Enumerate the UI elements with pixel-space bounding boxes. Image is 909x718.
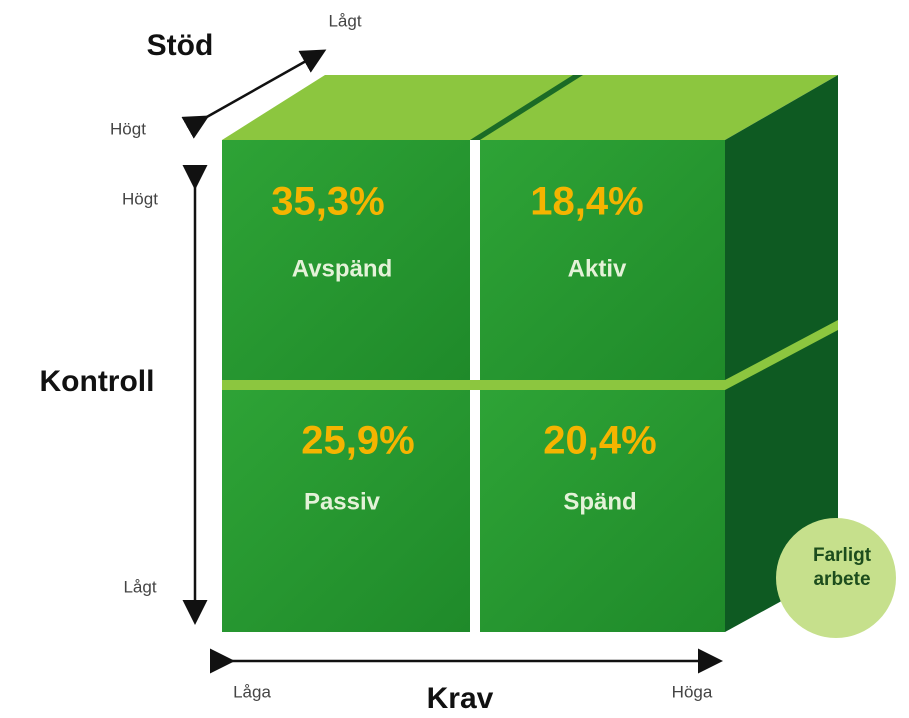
cell-label: Aktiv [568,255,627,282]
middle-ledge [222,320,838,390]
axis-end-label: Högt [122,189,158,208]
top-gap [470,75,583,140]
axis-arrow [181,49,327,139]
axis-end-label: Lågt [123,577,156,596]
axis-end-label: Lågt [328,11,361,30]
cell-label: Spänd [563,488,636,515]
axis-title: Kontroll [40,365,155,398]
cell-label: Passiv [304,488,381,515]
axis-title: Krav [427,682,494,715]
cell-value: 20,4% [543,419,656,463]
cell-box [222,390,470,632]
badge-text: Farligt [813,545,872,566]
cell-box [480,390,725,632]
cell-value: 35,3% [271,180,384,224]
cell-box [222,140,470,380]
badge-circle [776,518,896,638]
axis-end-label: Låga [233,682,271,701]
cell-value: 18,4% [530,180,643,224]
axis-title: Stöd [147,29,214,62]
cell-value: 25,9% [301,419,414,463]
cell-box [480,140,725,380]
cube [222,75,838,632]
axis-end-label: Höga [672,682,713,701]
cell-label: Avspänd [292,255,392,282]
axis-end-label: Högt [110,119,146,138]
badge-text: arbete [813,569,870,590]
